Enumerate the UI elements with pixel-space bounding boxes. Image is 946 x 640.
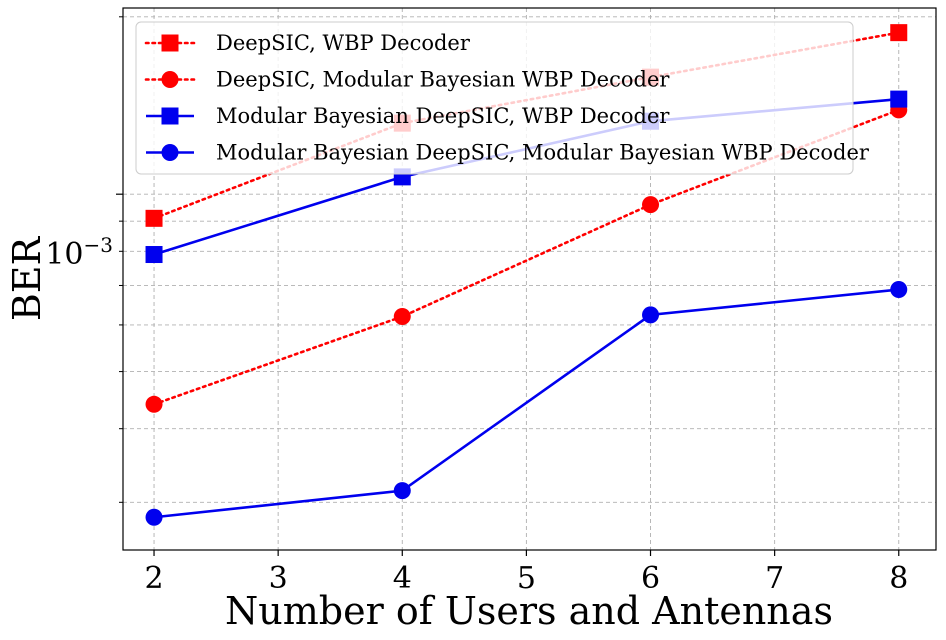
plot-frame [122, 7, 937, 551]
legend-label: DeepSIC, WBP Decoder [216, 31, 471, 55]
x-tick-label: 6 [641, 561, 660, 596]
legend-marker [161, 34, 179, 52]
data-point [890, 90, 908, 108]
x-tick-label: 2 [144, 561, 163, 596]
data-point [145, 246, 163, 264]
data-point [145, 395, 163, 413]
series-line [153, 288, 899, 519]
x-tick-label: 5 [517, 561, 536, 596]
y-tick-major-label: 10−3 [45, 233, 113, 272]
legend-label: Modular Bayesian DeepSIC, WBP Decoder [216, 104, 670, 128]
axes: 2 3 4 5 6 7 8 [116, 16, 908, 596]
legend-box [135, 21, 854, 175]
legend-item: Modular Bayesian DeepSIC, WBP Decoder [146, 104, 670, 128]
grid-lines [123, 8, 936, 550]
legend-marker [161, 144, 179, 161]
data-point [890, 24, 908, 42]
data-point [145, 209, 163, 227]
legend-item: DeepSIC, WBP Decoder [144, 31, 471, 55]
data-point [145, 508, 163, 526]
legend-item: Modular Bayesian DeepSIC, Modular Bayesi… [146, 141, 870, 165]
x-tick-label: 8 [889, 561, 908, 596]
data-point [393, 308, 411, 326]
series-4 [145, 281, 908, 526]
legend-label: Modular Bayesian DeepSIC, Modular Bayesi… [216, 141, 870, 165]
data-point [393, 482, 411, 500]
x-tick-label: 3 [269, 561, 288, 596]
data-point [642, 196, 660, 214]
y-axis-title: BER [5, 235, 49, 321]
data-point [890, 281, 908, 299]
legend-marker [161, 71, 179, 88]
x-tick-label: 4 [393, 561, 412, 596]
legend: DeepSIC, WBP Decoder DeepSIC, Modular Bay… [135, 21, 870, 175]
x-axis-title: Number of Users and Antennas [225, 589, 833, 633]
data-point [642, 306, 660, 324]
legend-marker [161, 107, 179, 125]
legend-item: DeepSIC, Modular Bayesian WBP Decoder [144, 68, 670, 92]
x-tick-label: 7 [765, 561, 784, 596]
legend-label: DeepSIC, Modular Bayesian WBP Decoder [216, 68, 670, 92]
